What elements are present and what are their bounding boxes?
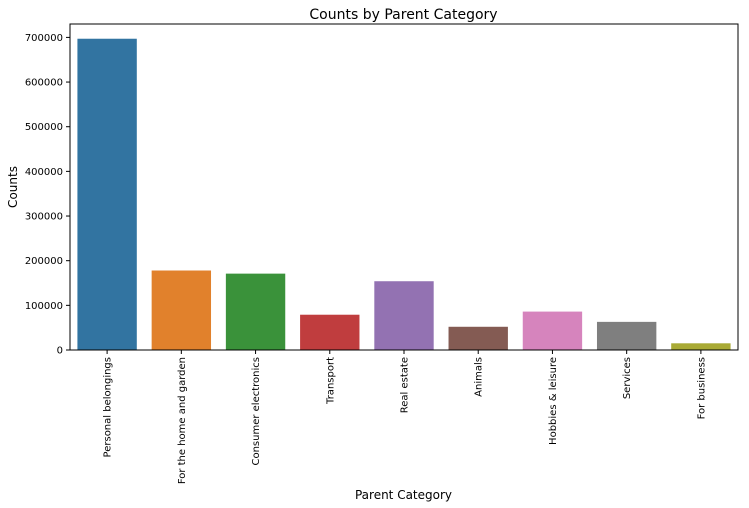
bar-6 xyxy=(522,311,583,350)
x-tick-label: For business xyxy=(696,357,707,419)
bar-8 xyxy=(671,343,731,350)
y-tick-label: 500000 xyxy=(25,122,63,133)
bar-1 xyxy=(151,270,212,350)
bar-5 xyxy=(448,326,508,350)
x-tick-label: Personal belongings xyxy=(103,357,114,457)
x-tick-label: Animals xyxy=(474,357,485,397)
bar-0 xyxy=(77,38,137,350)
bar-2 xyxy=(225,273,286,350)
y-tick-label: 300000 xyxy=(25,212,63,223)
plot-frame xyxy=(69,23,739,351)
x-tick-label: Hobbies & leisure xyxy=(548,357,559,445)
y-axis-label: Counts xyxy=(6,166,20,208)
y-tick-label: 600000 xyxy=(25,78,63,89)
bar-3 xyxy=(300,314,360,350)
y-tick-label: 400000 xyxy=(25,167,63,178)
y-tick-label: 700000 xyxy=(25,33,63,44)
y-tick-label: 100000 xyxy=(25,301,63,312)
bar-4 xyxy=(374,281,434,350)
x-tick-label: Consumer electronics xyxy=(251,357,262,466)
bar-7 xyxy=(596,321,657,350)
x-tick-label: Transport xyxy=(325,357,336,405)
x-tick-label: For the home and garden xyxy=(177,357,188,484)
x-tick-label: Services xyxy=(622,357,633,399)
chart-title: Counts by Parent Category xyxy=(309,7,497,23)
y-tick-label: 0 xyxy=(57,346,63,357)
y-tick-label: 200000 xyxy=(25,256,63,267)
x-tick-label: Real estate xyxy=(400,357,411,413)
x-axis-label: Parent Category xyxy=(355,488,452,502)
